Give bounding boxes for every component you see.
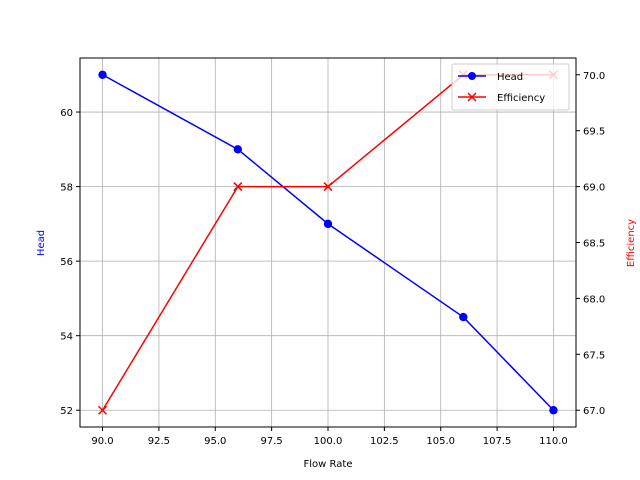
y-right-tick-label: 70.0 xyxy=(583,71,605,82)
data-point xyxy=(233,182,243,192)
x-tick-label: 95.0 xyxy=(204,436,226,447)
circle-marker-icon xyxy=(468,72,476,80)
y-right-tick-label: 68.5 xyxy=(583,239,605,250)
legend-efficiency-label: Efficiency xyxy=(497,93,545,104)
x-axis-ticks: 90.0 92.5 95.0 97.5 100.0 102.5 105.0 107.5 110.… xyxy=(91,427,568,447)
x-tick-label: 107.5 xyxy=(483,436,512,447)
data-point xyxy=(98,70,107,79)
y-axis-left-ticks: 52 54 56 58 60 xyxy=(60,108,80,417)
x-marker-icon xyxy=(467,92,477,102)
y-right-tick-label: 69.5 xyxy=(583,127,605,138)
grid-lines xyxy=(80,58,576,427)
x-tick-label: 97.5 xyxy=(261,436,283,447)
x-tick-label: 92.5 xyxy=(148,436,170,447)
x-tick-label: 90.0 xyxy=(91,436,113,447)
y-tick-label: 56 xyxy=(60,257,73,268)
data-point xyxy=(323,182,333,192)
y-axis-right-label: Efficiency xyxy=(626,219,637,267)
x-axis-label: Flow Rate xyxy=(304,459,353,470)
y-tick-label: 54 xyxy=(60,332,73,343)
y-right-tick-label: 67.0 xyxy=(583,406,605,417)
y-right-tick-label: 69.0 xyxy=(583,183,605,194)
x-tick-label: 105.0 xyxy=(426,436,455,447)
x-tick-label: 110.0 xyxy=(539,436,568,447)
data-point xyxy=(459,312,468,322)
x-tick-label: 100.0 xyxy=(314,436,343,447)
y-tick-label: 58 xyxy=(60,183,73,194)
y-tick-label: 60 xyxy=(60,108,73,119)
x-tick-label: 102.5 xyxy=(370,436,399,447)
y-axis-right-ticks: 67.0 67.5 68.0 68.5 69.0 69.5 70.0 xyxy=(576,71,605,417)
data-point xyxy=(98,405,108,415)
y-tick-label: 52 xyxy=(60,406,73,417)
y-axis-left-label: Head xyxy=(36,230,47,256)
data-point xyxy=(549,406,558,415)
legend: Head Efficiency xyxy=(451,63,570,111)
legend-head-label: Head xyxy=(497,72,523,83)
data-point xyxy=(323,219,333,229)
data-point xyxy=(233,145,243,154)
y-right-tick-label: 67.5 xyxy=(583,350,605,361)
y-right-tick-label: 68.0 xyxy=(583,294,605,305)
